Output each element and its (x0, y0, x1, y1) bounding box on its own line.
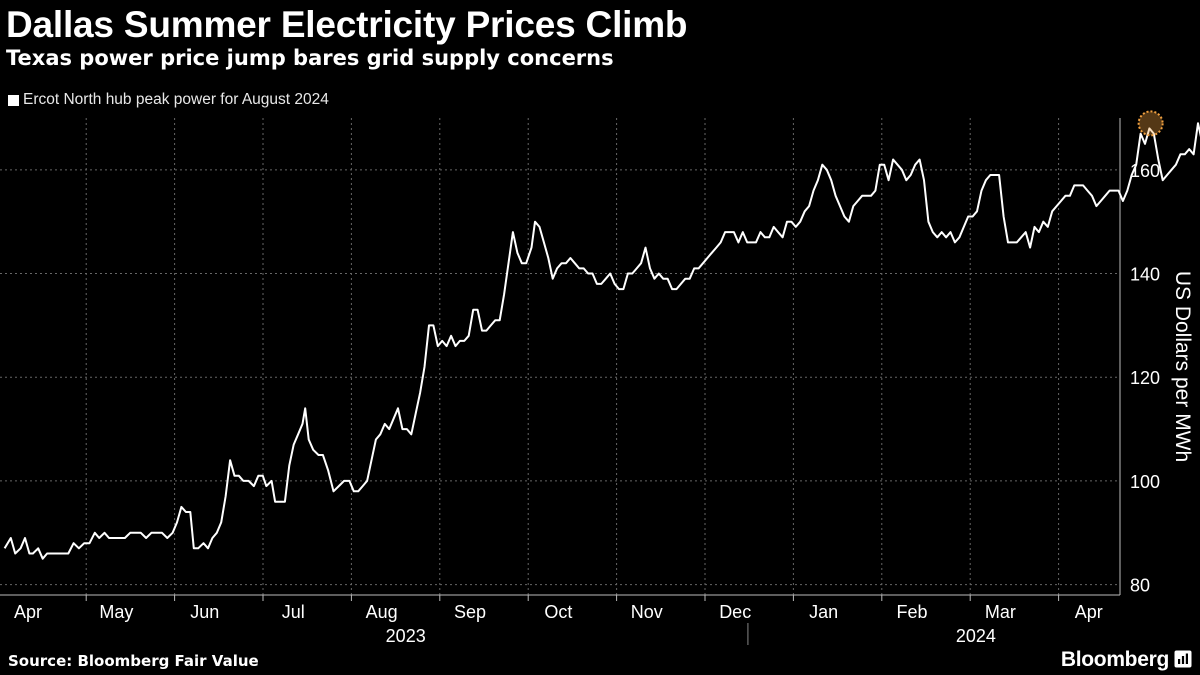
legend: Ercot North hub peak power for August 20… (8, 91, 329, 109)
y-tick-label: 80 (1130, 576, 1150, 596)
x-tick-label: Jun (190, 602, 219, 622)
x-tick-label: Apr (14, 602, 42, 622)
y-tick-label: 160 (1130, 161, 1160, 181)
legend-label: Ercot North hub peak power for August 20… (23, 91, 329, 108)
x-tick-label: May (99, 602, 133, 622)
highlight-marker (1137, 110, 1164, 137)
series-line (3, 122, 1200, 560)
year-label: 2023 (386, 626, 426, 646)
y-tick-label: 100 (1130, 472, 1160, 492)
y-axis-title: US Dollars per MWh (1171, 271, 1194, 462)
chart-title: Dallas Summer Electricity Prices Climb (6, 4, 688, 45)
year-label: 2024 (956, 626, 996, 646)
legend-swatch-icon (8, 94, 19, 106)
bloomberg-terminal-icon (1174, 650, 1192, 668)
chart-subtitle: Texas power price jump bares grid supply… (6, 46, 614, 70)
x-tick-label: Dec (719, 602, 751, 622)
bloomberg-logo: Bloomberg (1060, 648, 1169, 671)
x-tick-label: Aug (366, 602, 398, 622)
x-tick-label: Oct (544, 602, 572, 622)
x-tick-label: Mar (985, 602, 1016, 622)
y-tick-label: 120 (1130, 368, 1160, 388)
x-tick-label: Jul (282, 602, 305, 622)
source-note: Source: Bloomberg Fair Value (8, 652, 259, 670)
x-tick-label: Apr (1075, 602, 1103, 622)
y-tick-label: 140 (1130, 265, 1160, 285)
x-tick-label: Sep (454, 602, 486, 622)
x-tick-label: Nov (631, 602, 663, 622)
x-tick-label: Feb (896, 602, 927, 622)
x-tick-label: Jan (809, 602, 838, 622)
